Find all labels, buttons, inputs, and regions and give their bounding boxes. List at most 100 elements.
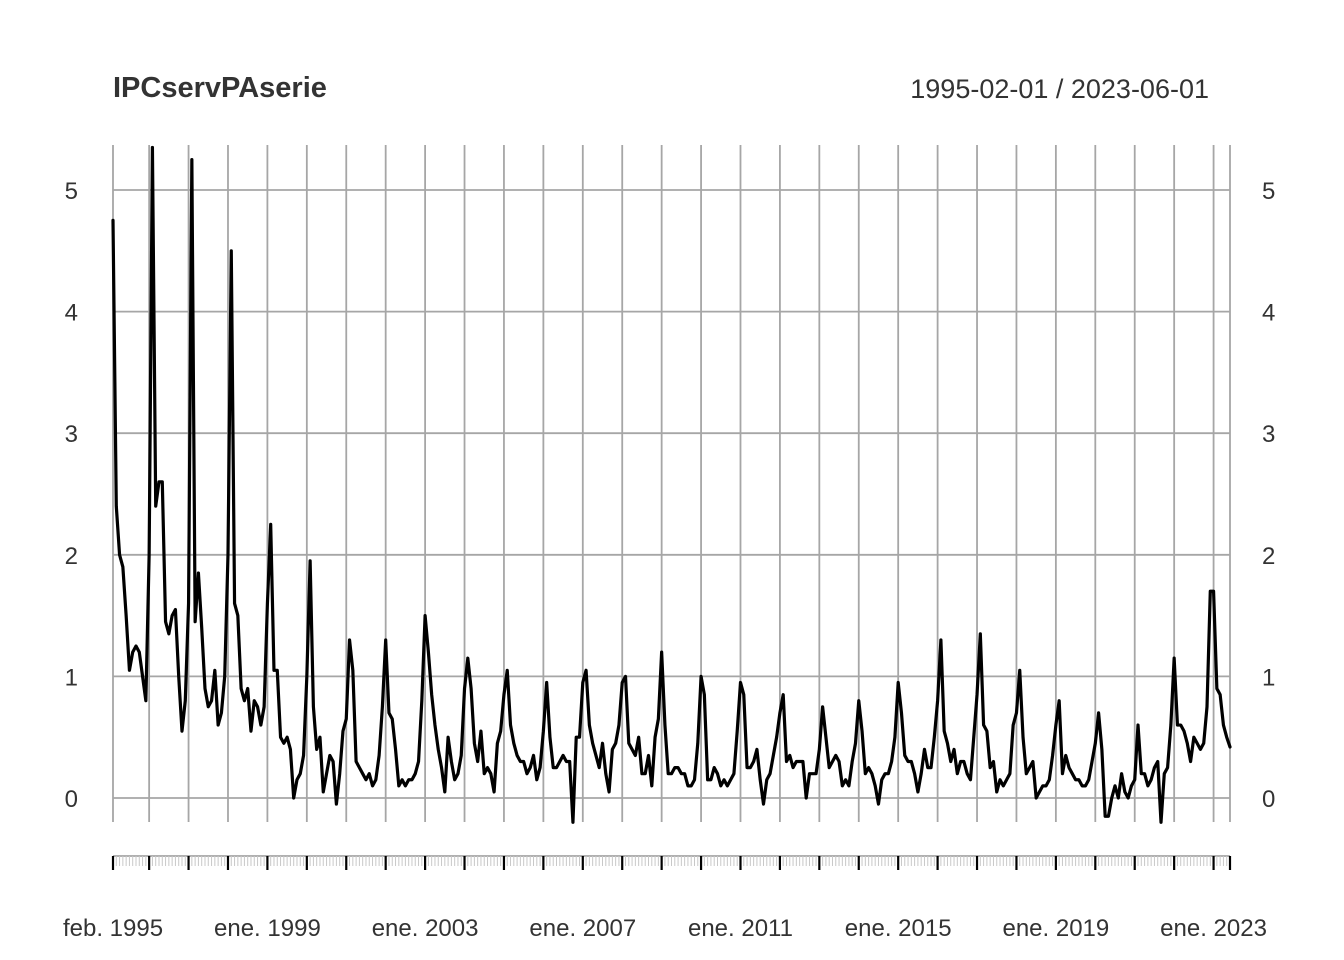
data-point xyxy=(992,760,995,763)
data-point xyxy=(312,705,315,708)
data-point xyxy=(713,766,716,769)
data-point xyxy=(236,614,239,617)
data-point xyxy=(979,632,982,635)
data-point xyxy=(499,730,502,733)
data-point xyxy=(542,730,545,733)
data-point xyxy=(414,772,417,775)
data-point xyxy=(1091,760,1093,763)
data-point xyxy=(240,687,243,690)
data-point xyxy=(1156,760,1159,763)
data-point xyxy=(867,766,870,769)
data-point xyxy=(650,784,653,787)
data-point xyxy=(703,693,706,696)
data-point xyxy=(624,675,627,678)
data-point xyxy=(322,791,325,793)
data-point xyxy=(687,784,689,787)
data-point xyxy=(762,803,765,805)
data-point xyxy=(1045,784,1047,787)
data-point xyxy=(1192,736,1195,739)
data-point xyxy=(710,778,712,781)
data-point xyxy=(959,760,962,763)
chart-title: IPCservPAserie xyxy=(113,72,327,104)
x-tick-label: ene. 2003 xyxy=(372,915,479,942)
data-point xyxy=(246,687,249,690)
data-point xyxy=(292,797,295,799)
data-point xyxy=(496,742,499,745)
data-point xyxy=(1150,778,1153,781)
data-point xyxy=(345,718,348,720)
data-point xyxy=(1022,736,1024,739)
y-tick-label-right: 1 xyxy=(1262,664,1275,691)
data-point xyxy=(680,772,683,775)
data-point xyxy=(943,730,946,733)
data-point xyxy=(641,772,643,775)
data-point xyxy=(305,675,308,678)
data-point xyxy=(877,803,880,805)
data-point xyxy=(696,742,699,745)
data-point xyxy=(1064,754,1067,757)
data-point xyxy=(857,699,860,702)
data-point xyxy=(890,760,893,763)
data-point xyxy=(289,748,292,751)
data-point xyxy=(480,730,482,733)
data-point xyxy=(437,748,440,751)
data-point xyxy=(611,748,614,751)
data-point xyxy=(391,718,394,720)
data-point xyxy=(434,724,436,726)
data-point xyxy=(598,766,601,769)
data-point xyxy=(894,736,896,739)
data-point xyxy=(1225,736,1228,739)
y-tick-label-left: 3 xyxy=(65,421,78,448)
data-point xyxy=(388,711,390,714)
data-point xyxy=(664,724,666,726)
data-point xyxy=(217,724,220,726)
data-point xyxy=(230,249,233,252)
data-point xyxy=(263,705,266,708)
data-point xyxy=(404,784,407,787)
data-point xyxy=(227,553,229,556)
data-point xyxy=(328,754,331,757)
data-point xyxy=(736,730,739,733)
data-point xyxy=(1202,742,1205,745)
data-point xyxy=(509,724,512,726)
data-point xyxy=(381,705,384,708)
data-point xyxy=(489,772,492,775)
data-point xyxy=(683,772,686,775)
data-point xyxy=(765,778,768,781)
data-point xyxy=(151,146,154,149)
y-tick-label-right: 3 xyxy=(1262,421,1275,448)
data-point xyxy=(552,766,555,769)
data-point xyxy=(463,687,466,690)
data-point xyxy=(854,742,857,745)
data-point xyxy=(319,736,321,739)
data-point xyxy=(207,705,210,708)
data-point xyxy=(585,669,587,672)
data-point xyxy=(374,778,377,781)
data-point xyxy=(723,778,725,781)
data-point xyxy=(1179,724,1182,726)
data-point xyxy=(154,505,157,508)
data-point xyxy=(752,760,755,763)
data-point xyxy=(200,626,203,629)
data-point xyxy=(972,736,975,739)
data-point xyxy=(430,693,433,696)
data-point xyxy=(985,730,988,733)
data-point xyxy=(1219,693,1222,696)
data-point xyxy=(118,553,121,556)
data-point xyxy=(174,608,177,611)
data-point xyxy=(828,766,831,769)
y-tick-label-left: 0 xyxy=(65,786,78,813)
data-point xyxy=(128,669,131,672)
data-point xyxy=(926,766,929,769)
data-point xyxy=(1038,791,1041,793)
data-point xyxy=(512,742,515,745)
data-point xyxy=(995,791,998,793)
data-point xyxy=(749,766,752,769)
data-point xyxy=(112,219,114,222)
data-point xyxy=(1160,821,1162,824)
data-point xyxy=(726,784,729,787)
data-point xyxy=(1176,724,1179,726)
data-point xyxy=(466,657,469,660)
data-point xyxy=(187,602,190,605)
data-point xyxy=(742,693,745,696)
